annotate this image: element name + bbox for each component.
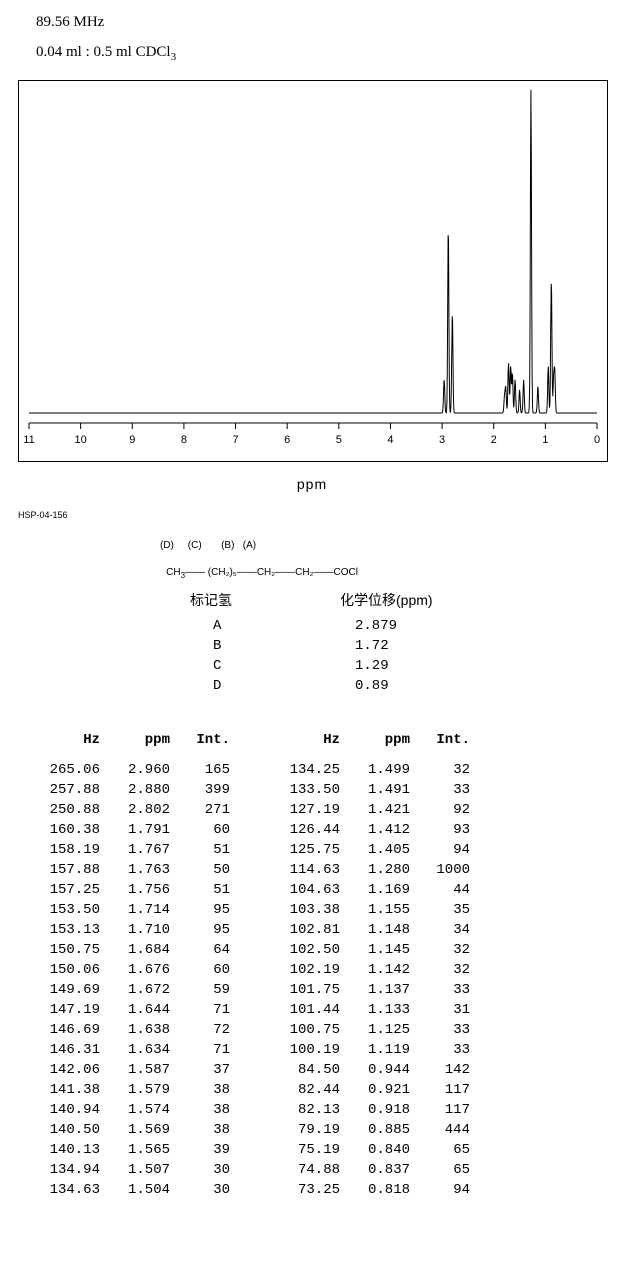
table-row: 147.191.64471101.441.13331: [30, 1000, 470, 1020]
table-row: 153.131.71095102.811.14834: [30, 920, 470, 940]
svg-text:7: 7: [232, 434, 238, 446]
structure-labels: (D) (C) (B) (A): [160, 540, 256, 551]
table-row: 153.501.71495103.381.15535: [30, 900, 470, 920]
table-row: 134.631.5043073.250.81894: [30, 1180, 470, 1200]
svg-text:9: 9: [129, 434, 135, 446]
svg-text:0: 0: [594, 434, 600, 446]
structure-formula: CH3—— (CH₂)₅——CH₂——CH₂——COCl: [155, 556, 358, 591]
svg-text:2: 2: [491, 434, 497, 446]
hsp-id: HSP-04-156: [18, 510, 68, 520]
table-row: 250.882.802271127.191.42192: [30, 800, 470, 820]
svg-text:10: 10: [75, 434, 87, 446]
table-row: 157.881.76350114.631.2801000: [30, 860, 470, 880]
table-row: 134.941.5073074.880.83765: [30, 1160, 470, 1180]
frequency-label: 89.56 MHz: [36, 14, 104, 31]
table-row: 146.311.63471100.191.11933: [30, 1040, 470, 1060]
table-row: 158.191.76751125.751.40594: [30, 840, 470, 860]
sample-sub: 3: [171, 51, 177, 63]
sample-label: 0.04 ml : 0.5 ml CDCl3: [36, 44, 176, 63]
svg-text:4: 4: [387, 434, 393, 446]
table-row: 140.131.5653975.190.84065: [30, 1140, 470, 1160]
table-row: 265.062.960165134.251.49932: [30, 760, 470, 780]
table-row: 149.691.67259101.751.13733: [30, 980, 470, 1000]
table-row: 140.501.5693879.190.885444: [30, 1120, 470, 1140]
table-row: 160.381.79160126.441.41293: [30, 820, 470, 840]
peak-table-header: HzppmInt.HzppmInt.: [30, 730, 470, 750]
table-row: 150.061.67660102.191.14232: [30, 960, 470, 980]
svg-text:6: 6: [284, 434, 290, 446]
svg-text:1: 1: [542, 434, 548, 446]
sample-text: 0.04 ml : 0.5 ml CDCl: [36, 44, 171, 60]
table-row: 157.251.75651104.631.16944: [30, 880, 470, 900]
table-row: 141.381.5793882.440.921117: [30, 1080, 470, 1100]
peak-table: HzppmInt.HzppmInt. 265.062.960165134.251…: [30, 730, 470, 1200]
formula-rest: —— (CH₂)₅——CH₂——CH₂——COCl: [185, 567, 358, 578]
assign-row: D 0.89: [0, 676, 626, 696]
assignment-table: 标记氢 化学位移(ppm) A 2.879 B 1.72 C 1.29 D 0.…: [0, 590, 626, 696]
formula-ch: CH: [166, 567, 180, 578]
axis-label: ppm: [18, 476, 606, 492]
svg-text:3: 3: [439, 434, 445, 446]
svg-text:5: 5: [336, 434, 342, 446]
table-row: 257.882.880399133.501.49133: [30, 780, 470, 800]
assign-row: A 2.879: [0, 616, 626, 636]
svg-text:11: 11: [23, 434, 34, 446]
table-row: 142.061.5873784.500.944142: [30, 1060, 470, 1080]
assign-row: C 1.29: [0, 656, 626, 676]
svg-text:8: 8: [181, 434, 187, 446]
table-row: 140.941.5743882.130.918117: [30, 1100, 470, 1120]
assign-header-ppm: 化学位移(ppm): [340, 590, 433, 610]
assign-row: B 1.72: [0, 636, 626, 656]
table-row: 150.751.68464102.501.14532: [30, 940, 470, 960]
assign-header-label: 标记氢: [190, 590, 232, 610]
table-row: 146.691.63872100.751.12533: [30, 1020, 470, 1040]
